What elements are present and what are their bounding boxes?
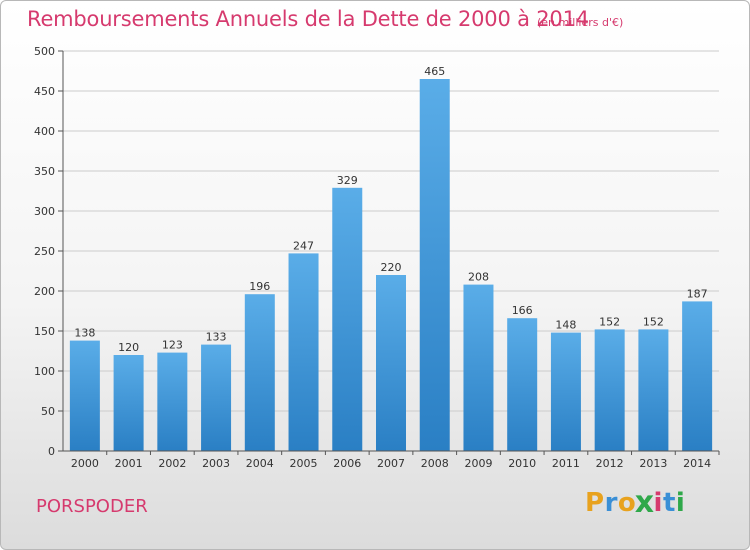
x-tick-label: 2011 bbox=[552, 457, 580, 470]
data-label: 133 bbox=[206, 331, 227, 344]
x-tick-label: 2014 bbox=[683, 457, 711, 470]
y-tick-label: 350 bbox=[34, 165, 55, 178]
y-tick-label: 50 bbox=[41, 405, 55, 418]
y-tick-label: 200 bbox=[34, 285, 55, 298]
axes bbox=[58, 50, 720, 455]
data-label: 166 bbox=[512, 304, 533, 317]
logo-letter: P bbox=[585, 488, 605, 518]
bar-2011 bbox=[550, 332, 581, 451]
x-tick-label: 2012 bbox=[596, 457, 624, 470]
y-tick-label: 0 bbox=[48, 445, 55, 458]
bar-2001 bbox=[113, 355, 144, 451]
bar-2007 bbox=[376, 275, 406, 451]
data-label: 148 bbox=[555, 319, 576, 332]
y-tick-label: 300 bbox=[34, 205, 55, 218]
logo-letter: o bbox=[617, 488, 637, 518]
bars bbox=[69, 79, 713, 452]
x-tick-label: 2013 bbox=[639, 457, 667, 470]
chart-unit: (en milliers d'€) bbox=[537, 16, 624, 29]
bar-2000 bbox=[69, 340, 100, 451]
bar-2009 bbox=[463, 284, 494, 451]
bar-2003 bbox=[201, 344, 232, 451]
data-label: 220 bbox=[381, 261, 402, 274]
data-label: 123 bbox=[162, 339, 183, 352]
x-tick-label: 2009 bbox=[464, 457, 492, 470]
x-tick-label: 2001 bbox=[115, 457, 143, 470]
data-label: 152 bbox=[643, 315, 664, 328]
bar-2012 bbox=[594, 329, 625, 451]
data-label: 208 bbox=[468, 271, 489, 284]
y-tick-label: 100 bbox=[34, 365, 55, 378]
logo-letter: r bbox=[604, 488, 618, 518]
x-tick-label: 2006 bbox=[333, 457, 361, 470]
bar-2008 bbox=[419, 79, 450, 451]
logo-letter: i bbox=[675, 488, 686, 518]
y-tick-label: 250 bbox=[34, 245, 55, 258]
y-tick-label: 400 bbox=[34, 125, 55, 138]
x-tick-label: 2002 bbox=[158, 457, 186, 470]
chart-title: Remboursements Annuels de la Dette de 20… bbox=[27, 7, 589, 31]
y-tick-label: 450 bbox=[34, 85, 55, 98]
data-label: 152 bbox=[599, 315, 620, 328]
x-tick-label: 2000 bbox=[71, 457, 99, 470]
labels: 0 50 100 150 200 250 300 350 400 450 500 138 2000 120… bbox=[34, 45, 711, 470]
data-label: 465 bbox=[424, 65, 445, 78]
x-tick-label: 2007 bbox=[377, 457, 405, 470]
x-tick-label: 2004 bbox=[246, 457, 274, 470]
bar-2006 bbox=[332, 187, 363, 452]
x-tick-label: 2010 bbox=[508, 457, 536, 470]
data-label: 120 bbox=[118, 341, 139, 354]
bar-2005 bbox=[288, 253, 319, 451]
x-tick-label: 2003 bbox=[202, 457, 230, 470]
logo-letter: t bbox=[662, 488, 676, 518]
bar-2010 bbox=[507, 318, 538, 451]
x-tick-label: 2005 bbox=[290, 457, 318, 470]
proxiti-logo: Proxiti bbox=[585, 485, 686, 521]
data-label: 196 bbox=[249, 280, 270, 293]
logo-letter: i bbox=[653, 488, 663, 518]
commune-name: PORSPODER bbox=[36, 496, 148, 517]
bar-2014 bbox=[682, 301, 713, 451]
data-label: 187 bbox=[687, 287, 708, 300]
bar-2004 bbox=[244, 294, 275, 451]
data-label: 329 bbox=[337, 174, 358, 187]
bar-2013 bbox=[638, 329, 669, 451]
data-label: 247 bbox=[293, 239, 314, 252]
x-tick-label: 2008 bbox=[421, 457, 449, 470]
data-label: 138 bbox=[74, 327, 95, 340]
bar-2002 bbox=[157, 352, 188, 451]
y-tick-label: 500 bbox=[34, 45, 55, 58]
y-tick-label: 150 bbox=[34, 325, 55, 338]
logo-letter: x bbox=[634, 485, 655, 521]
